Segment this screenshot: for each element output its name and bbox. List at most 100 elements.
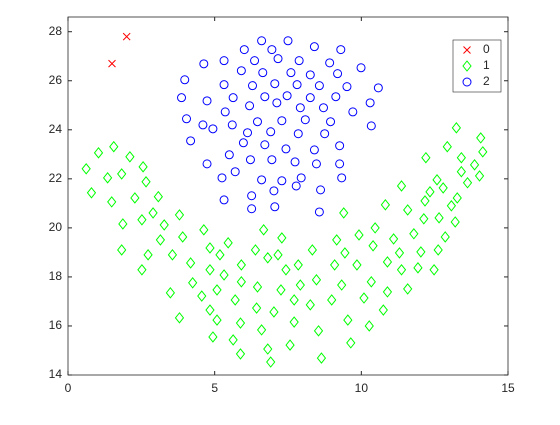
point <box>141 175 151 188</box>
point <box>277 176 287 186</box>
y-tick-label: 14 <box>49 367 63 381</box>
point <box>368 239 378 252</box>
point <box>295 279 305 291</box>
point <box>359 292 369 304</box>
point <box>433 244 443 256</box>
point <box>337 279 347 291</box>
point <box>462 176 473 189</box>
legend-label: 0 <box>483 42 490 56</box>
point <box>450 216 460 228</box>
point <box>159 219 169 231</box>
point <box>434 212 444 224</box>
point <box>343 314 353 326</box>
point <box>153 190 163 203</box>
point <box>250 244 261 256</box>
point <box>205 304 215 316</box>
point <box>463 46 471 54</box>
point <box>286 68 296 78</box>
point <box>212 284 222 296</box>
point <box>309 145 319 155</box>
point <box>198 120 208 130</box>
point <box>289 316 299 328</box>
point <box>220 107 230 117</box>
point <box>311 159 321 169</box>
point <box>248 81 258 91</box>
point <box>109 140 119 153</box>
point <box>270 202 280 212</box>
point <box>219 80 229 90</box>
point <box>137 213 147 226</box>
point <box>354 229 364 241</box>
point <box>227 120 237 130</box>
point <box>364 320 374 332</box>
point <box>281 264 291 276</box>
point <box>177 93 187 103</box>
point <box>235 348 246 360</box>
point <box>329 259 340 271</box>
point <box>382 256 393 268</box>
legend-box <box>452 39 502 93</box>
point <box>148 207 158 219</box>
point <box>165 287 176 299</box>
point <box>289 294 299 306</box>
point <box>346 337 356 349</box>
point <box>378 304 388 316</box>
point <box>236 259 247 271</box>
point <box>208 124 218 134</box>
y-tick-label: 22 <box>49 171 63 185</box>
point <box>348 107 358 117</box>
y-tick-label: 16 <box>49 318 63 332</box>
x-tick-label: 10 <box>355 381 369 395</box>
point <box>339 207 349 219</box>
point <box>291 181 301 191</box>
point <box>462 60 472 72</box>
point <box>239 45 249 55</box>
point <box>138 161 148 173</box>
point <box>309 42 319 52</box>
plot-area <box>67 16 509 376</box>
point <box>228 93 238 103</box>
point <box>325 58 335 68</box>
point <box>230 167 240 177</box>
point <box>257 175 267 185</box>
point <box>432 174 442 186</box>
point <box>370 222 380 234</box>
point <box>292 80 302 90</box>
legend-label: 1 <box>483 58 490 72</box>
point <box>440 231 450 243</box>
point <box>235 317 246 329</box>
point <box>117 168 127 180</box>
point <box>366 121 376 131</box>
point <box>202 96 212 106</box>
point <box>442 140 452 153</box>
point <box>219 56 229 66</box>
point <box>258 68 268 78</box>
point <box>267 155 277 165</box>
point <box>335 141 345 151</box>
point <box>285 339 295 351</box>
point <box>143 249 153 261</box>
point <box>266 127 276 137</box>
point <box>81 162 91 175</box>
point <box>252 117 262 127</box>
point <box>438 182 448 194</box>
point <box>366 276 376 288</box>
point <box>245 101 255 111</box>
point <box>273 54 283 64</box>
point <box>125 150 135 163</box>
point <box>188 277 198 289</box>
point <box>314 81 324 91</box>
point <box>456 151 467 164</box>
point <box>335 159 345 169</box>
point <box>452 192 462 204</box>
point <box>300 115 310 125</box>
point <box>332 234 342 246</box>
point <box>305 299 315 311</box>
y-tick-label: 28 <box>49 24 63 38</box>
point <box>311 274 322 286</box>
point <box>260 92 270 102</box>
legend-label: 2 <box>483 74 490 88</box>
point <box>305 70 315 80</box>
point <box>270 79 280 89</box>
point <box>373 83 383 93</box>
